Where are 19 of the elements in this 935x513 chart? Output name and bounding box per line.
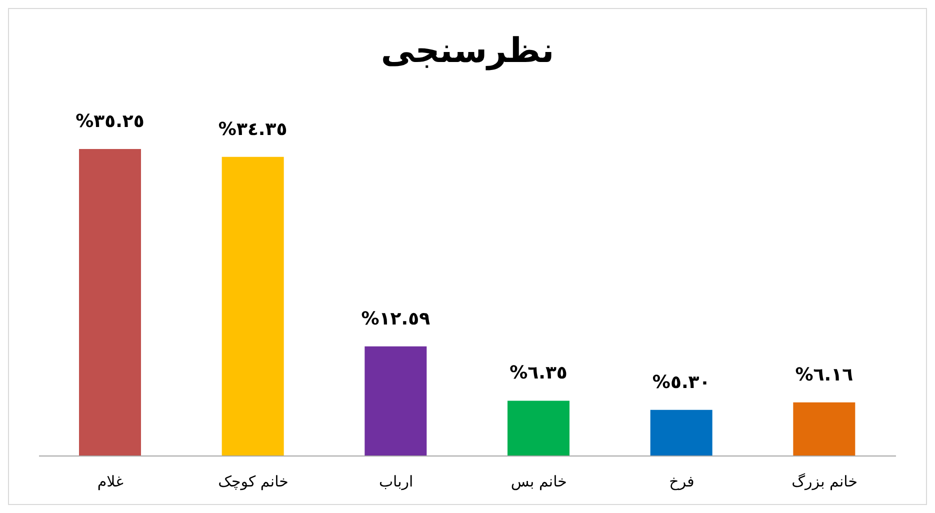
x-tick-label: خانم کوچک [218, 472, 288, 491]
x-tick-label: خانم بس [510, 472, 567, 491]
chart-title: نظرسنجی [380, 31, 556, 71]
x-tick-label: غلام [97, 472, 124, 491]
bar [222, 156, 284, 456]
bar [793, 402, 856, 456]
data-label: %٥.٣٠ [652, 372, 710, 393]
bar [508, 400, 570, 456]
data-label: %٦.١٦ [795, 364, 854, 386]
x-tick-label: ارباب [378, 472, 414, 491]
x-tick-label: فرخ [669, 472, 694, 491]
bar [650, 410, 712, 456]
bar [364, 346, 427, 456]
data-label: %٦.٣٥ [510, 362, 568, 384]
bar [79, 149, 141, 456]
data-label: %١٢.٥٩ [361, 308, 430, 330]
data-label: %٣٥.٢٥ [76, 111, 144, 132]
x-tick-label: خانم بزرگ [792, 472, 858, 491]
data-label: %٣٤.٣٥ [218, 118, 288, 140]
